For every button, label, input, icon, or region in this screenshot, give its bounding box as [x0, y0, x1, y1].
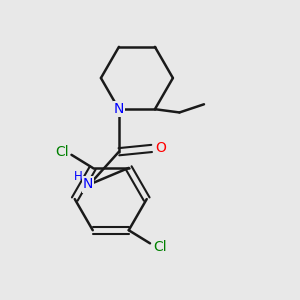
Text: H: H [74, 170, 82, 183]
Text: O: O [155, 142, 166, 155]
Text: N: N [83, 177, 93, 191]
Text: Cl: Cl [153, 240, 166, 254]
Text: N: N [114, 102, 124, 116]
Text: Cl: Cl [55, 145, 68, 158]
